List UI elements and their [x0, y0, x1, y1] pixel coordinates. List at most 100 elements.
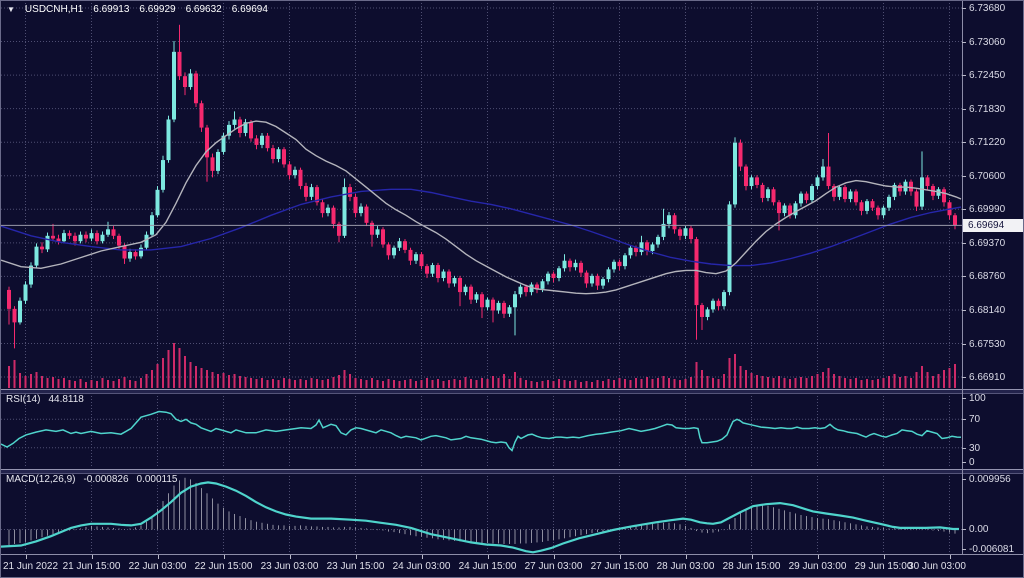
volume-bar — [849, 379, 852, 388]
time-axis-tick — [619, 555, 621, 559]
candle-body — [590, 275, 594, 284]
volume-bar — [123, 377, 126, 388]
ma-layer — [1, 120, 962, 295]
candle-body — [722, 292, 726, 307]
macd-histogram-bar — [179, 480, 180, 530]
macd-histogram-bar — [828, 519, 829, 530]
candle-body — [194, 73, 198, 104]
macd-histogram-bar — [822, 518, 824, 530]
candle-body — [683, 228, 688, 236]
time-axis-label: 22 Jun 03:00 — [128, 561, 187, 572]
macd-axis-label: -0.006081 — [969, 544, 1015, 555]
macd-histogram-bar — [454, 529, 455, 541]
candle-body — [331, 207, 336, 224]
symbol-menu-icon[interactable]: ▼ — [7, 5, 15, 14]
candle-body — [298, 169, 303, 187]
macd-histogram-bar — [234, 513, 235, 530]
volume-bar — [838, 376, 841, 388]
volume-bar — [343, 370, 346, 388]
macd-histogram-bar — [602, 529, 604, 532]
volume-bar — [893, 374, 896, 388]
macd-histogram-bar — [294, 525, 296, 530]
volume-bar — [646, 377, 648, 388]
price-axis-tick — [962, 75, 966, 77]
volume-bar — [167, 350, 170, 388]
volume-bar — [580, 382, 582, 388]
time-axis-tick — [685, 555, 687, 559]
macd-histogram-bar — [751, 506, 752, 530]
volume-bar — [915, 372, 918, 388]
macd-histogram-bar — [404, 529, 406, 535]
current-price-badge: 6.69694 — [963, 218, 1023, 232]
candle-body — [535, 284, 539, 289]
macd-histogram-bar — [69, 529, 70, 531]
macd-histogram-bar — [844, 522, 846, 530]
volume-layer — [8, 343, 956, 388]
price-axis-label: 6.69990 — [969, 204, 1006, 216]
macd-histogram-bar — [784, 510, 785, 530]
candle-body — [254, 138, 259, 145]
macd-histogram-bar — [806, 516, 807, 530]
price-axis-tick — [962, 175, 966, 177]
candle-body — [502, 302, 506, 314]
candle-body — [172, 51, 176, 120]
macd-histogram-bar — [657, 523, 659, 530]
candle-body — [744, 166, 748, 187]
macd-histogram-bar — [525, 529, 527, 544]
volume-bar — [195, 366, 197, 388]
candle-body — [45, 235, 50, 250]
price-axis-tick — [962, 41, 966, 43]
volume-bar — [464, 377, 467, 388]
volume-bar — [789, 379, 791, 388]
volume-bar — [19, 373, 21, 388]
candle-body — [942, 189, 946, 203]
macd-histogram-bar — [8, 529, 10, 546]
volume-bar — [288, 379, 291, 388]
volume-bar — [393, 380, 395, 388]
candle-body — [953, 215, 957, 226]
macd-histogram-bar — [267, 523, 268, 530]
volume-bar — [690, 377, 692, 388]
macd-histogram-bar — [668, 522, 670, 530]
volume-bar — [250, 378, 252, 388]
volume-bar — [129, 380, 131, 388]
candle-body — [78, 234, 83, 242]
candle-body — [766, 189, 770, 198]
macd-histogram-bar — [322, 526, 323, 530]
candle-body — [601, 279, 605, 286]
candle-body — [29, 265, 33, 285]
volume-bar — [294, 380, 296, 388]
macd-histogram-bar — [597, 529, 598, 533]
volume-bar — [673, 379, 676, 388]
candle-body — [821, 166, 825, 178]
volume-bar — [387, 379, 390, 388]
macd-histogram-bar — [866, 526, 868, 530]
macd-histogram-bar — [201, 488, 202, 530]
candles-layer — [7, 24, 957, 349]
time-axis-label: 28 Jun 15:00 — [722, 561, 781, 572]
macd-histogram-bar — [388, 529, 389, 532]
volume-bar — [79, 379, 82, 388]
rsi-axis-tick — [962, 462, 966, 463]
macd-histogram-bar — [927, 529, 928, 531]
volume-bar — [888, 376, 890, 388]
panel-separator-rsi[interactable] — [1, 389, 1023, 394]
candle-body — [716, 300, 721, 307]
volume-bar — [497, 378, 500, 388]
candle-body — [199, 103, 204, 128]
price-axis-line — [962, 1, 963, 555]
candle-body — [188, 73, 193, 88]
macd-histogram-bar — [646, 524, 648, 530]
panel-separator-macd[interactable] — [1, 469, 1023, 474]
candle-body — [221, 135, 226, 152]
volume-bar — [833, 374, 835, 388]
candle-body — [909, 181, 913, 192]
macd-histogram-bar — [476, 529, 477, 543]
macd-histogram-bar — [558, 529, 560, 540]
time-axis-label: 30 Jun 03:00 — [908, 561, 966, 572]
candle-body — [89, 233, 94, 239]
volume-bar — [783, 378, 786, 388]
candle-body — [480, 294, 484, 308]
price-axis-tick — [962, 276, 966, 278]
